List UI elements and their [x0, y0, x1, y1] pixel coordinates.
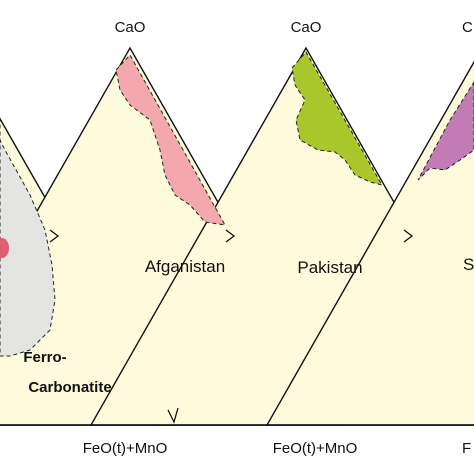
field-label: Carbonatite — [28, 379, 111, 396]
region-label: S — [463, 255, 474, 274]
base-label: FeO(t)+MnO — [83, 440, 168, 457]
field-afganistan — [115, 54, 226, 226]
apex-label: CaO — [291, 19, 322, 36]
field-dot — [0, 238, 9, 258]
base-label: FeO(t)+MnO — [273, 440, 358, 457]
field-ferro — [0, 119, 56, 357]
triangle-third — [265, 60, 474, 426]
apex-label: CaO — [115, 19, 146, 36]
apex-label: C — [462, 19, 473, 36]
edge-arrows — [49, 229, 414, 424]
field-pakistan — [291, 51, 384, 186]
field-third — [417, 81, 474, 181]
field-label: Ferro- — [23, 349, 66, 366]
base-label: F — [462, 440, 471, 457]
region-label: Pakistan — [297, 258, 362, 277]
region-label: Afganistan — [145, 257, 225, 276]
